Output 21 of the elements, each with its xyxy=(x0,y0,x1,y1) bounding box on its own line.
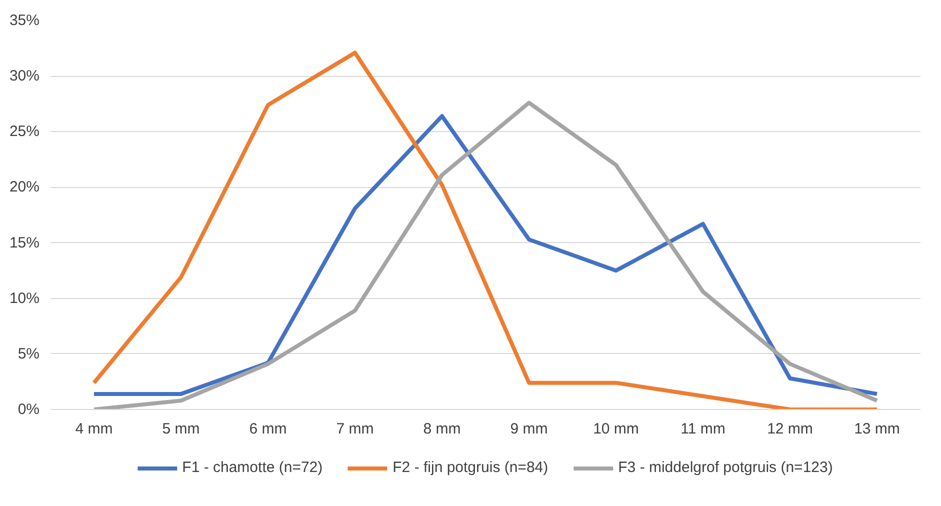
x-tick-label: 13 mm xyxy=(854,420,900,438)
y-tick-label: 5% xyxy=(18,345,40,362)
y-tick-label: 15% xyxy=(9,234,40,252)
x-tick-label: 6 mm xyxy=(249,420,287,438)
y-tick-label: 35% xyxy=(9,12,40,29)
legend-label: F3 - middelgrof potgruis (n=123) xyxy=(618,459,833,476)
legend-label: F2 - fijn potgruis (n=84) xyxy=(392,459,548,476)
y-tick-label: 20% xyxy=(9,178,40,196)
x-tick-label: 11 mm xyxy=(680,420,726,438)
y-tick-label: 10% xyxy=(9,290,40,307)
x-tick-label: 7 mm xyxy=(336,420,374,438)
y-tick-label: 25% xyxy=(9,123,40,140)
x-tick-label: 8 mm xyxy=(423,420,461,438)
x-tick-label: 10 mm xyxy=(593,420,639,438)
y-tick-label: 30% xyxy=(9,68,40,85)
y-tick-label: 0% xyxy=(18,401,40,418)
legend-label: F1 - chamotte (n=72) xyxy=(182,459,323,476)
x-tick-label: 5 mm xyxy=(162,420,200,438)
x-tick-label: 12 mm xyxy=(767,420,813,438)
x-tick-label: 9 mm xyxy=(510,420,548,438)
x-tick-label: 4 mm xyxy=(75,420,113,438)
